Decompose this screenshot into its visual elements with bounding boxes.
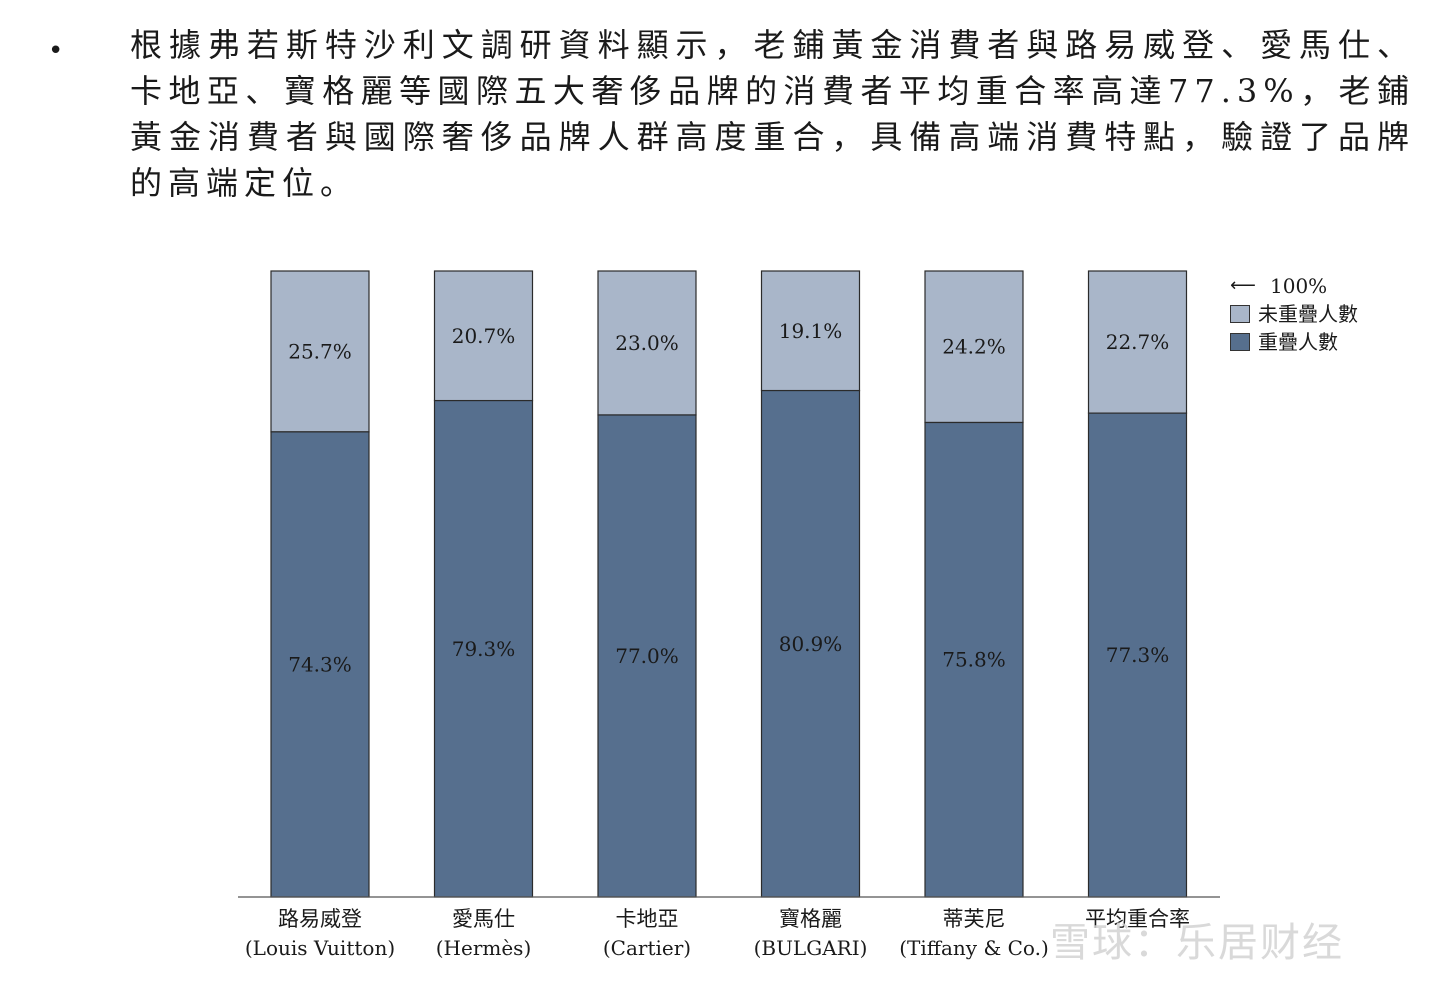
- category-sublabel: (Cartier): [603, 936, 691, 960]
- bar-segment-non-overlap: [1087, 270, 1188, 414]
- category-sublabel: (Tiffany & Co.): [899, 936, 1049, 960]
- category-label: 卡地亞: [616, 907, 679, 931]
- bar-segment-non-overlap: [597, 270, 697, 416]
- category-label: 愛馬仕: [452, 907, 515, 931]
- bar-segment-overlap: [1087, 412, 1188, 898]
- bar-segment-non-overlap: [924, 270, 1024, 424]
- data-label-overlap: 74.3%: [288, 652, 352, 676]
- data-label-overlap: 80.9%: [779, 632, 843, 656]
- legend-overlap-label: 重疊人數: [1258, 330, 1338, 354]
- bullet-marker: •: [48, 36, 64, 66]
- bar-segment-overlap: [597, 414, 697, 898]
- legend-total: ⟵ 100%: [1230, 272, 1358, 300]
- legend-swatch-overlap: [1230, 333, 1250, 351]
- bar-segment-non-overlap: [760, 270, 861, 392]
- bar-segment-overlap: [924, 421, 1024, 898]
- chart-legend: ⟵ 100% 未重疊人數 重疊人數: [1230, 272, 1358, 356]
- data-label-non-overlap: 22.7%: [1106, 330, 1170, 354]
- bar-segment-overlap: [760, 389, 861, 898]
- category-label: 蒂芙尼: [943, 907, 1006, 931]
- data-label-non-overlap: 23.0%: [615, 331, 679, 355]
- data-label-overlap: 77.3%: [1106, 643, 1170, 667]
- legend-total-label: 100%: [1270, 274, 1328, 298]
- left-arrow-icon: ⟵: [1230, 275, 1256, 296]
- data-label-non-overlap: 25.7%: [288, 339, 352, 363]
- data-label-overlap: 75.8%: [942, 648, 1006, 672]
- data-label-non-overlap: 20.7%: [452, 324, 516, 348]
- category-sublabel: (Louis Vuitton): [245, 936, 395, 960]
- data-label-overlap: 77.0%: [615, 644, 679, 668]
- category-label: 平均重合率: [1085, 907, 1190, 931]
- category-label: 寶格麗: [779, 907, 842, 931]
- category-sublabel: (Hermès): [436, 936, 532, 960]
- bar-segment-non-overlap: [270, 270, 370, 433]
- category-sublabel: (BULGARI): [754, 936, 868, 960]
- legend-overlap: 重疊人數: [1230, 328, 1358, 356]
- watermark-text: 雪球：乐居财经: [1050, 920, 1344, 966]
- paragraph-text: 根據弗若斯特沙利文調研資料顯示，老鋪黃金消費者與路易威登、愛馬仕、卡地亞、寶格麗…: [130, 26, 1415, 202]
- category-label: 路易威登: [278, 907, 362, 931]
- bar-segment-overlap: [433, 399, 534, 898]
- bar-segment-non-overlap: [433, 270, 534, 402]
- data-label-overlap: 79.3%: [452, 637, 516, 661]
- legend-non-overlap: 未重疊人數: [1230, 300, 1358, 328]
- data-label-non-overlap: 24.2%: [942, 335, 1006, 359]
- legend-non-overlap-label: 未重疊人數: [1258, 302, 1358, 326]
- data-label-non-overlap: 19.1%: [779, 319, 843, 343]
- bar-segment-overlap: [270, 431, 370, 898]
- legend-swatch-non-overlap: [1230, 305, 1250, 323]
